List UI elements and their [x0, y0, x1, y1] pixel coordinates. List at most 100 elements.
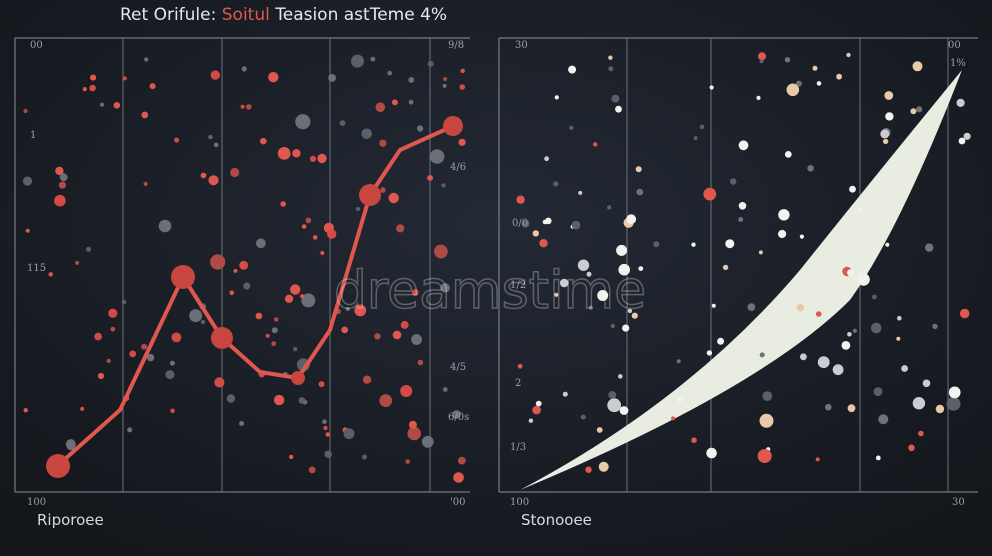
- dot: [141, 343, 148, 350]
- dot: [146, 353, 155, 362]
- dot: [458, 138, 466, 146]
- dot: [627, 308, 633, 314]
- dot: [312, 235, 318, 240]
- dot: [847, 332, 852, 337]
- dot: [532, 230, 539, 237]
- dot: [910, 108, 917, 115]
- dot: [608, 55, 613, 60]
- dot: [532, 405, 541, 415]
- dot: [626, 214, 637, 225]
- watermark: dreamstime: [334, 261, 646, 321]
- dot: [129, 350, 137, 358]
- dot: [277, 147, 291, 160]
- dot: [607, 398, 622, 413]
- dot: [571, 220, 581, 230]
- dot: [459, 84, 466, 90]
- dot: [229, 290, 234, 296]
- dot: [239, 421, 245, 426]
- dot: [246, 104, 252, 110]
- tick-label: 100: [27, 497, 46, 508]
- dot: [784, 151, 792, 158]
- dot: [562, 391, 568, 397]
- left-panel: 00 1 115 100 9/8 4/6 4/5 6/0s '00 Riporo…: [14, 37, 470, 529]
- dot: [706, 350, 713, 356]
- dot: [453, 472, 464, 483]
- dot: [588, 305, 593, 310]
- dot: [717, 337, 725, 345]
- dot: [882, 138, 889, 145]
- dot: [421, 435, 434, 448]
- dot: [521, 219, 530, 228]
- dot: [691, 437, 697, 444]
- dot: [441, 183, 446, 188]
- dot: [922, 379, 931, 388]
- dot: [616, 244, 628, 256]
- dot: [370, 56, 376, 62]
- dot: [106, 358, 111, 363]
- dot: [351, 54, 364, 68]
- dot: [762, 391, 773, 401]
- dot: [738, 140, 749, 151]
- dot: [200, 172, 207, 179]
- dot: [544, 156, 549, 162]
- tick-label: 115: [27, 263, 46, 274]
- dot: [327, 229, 337, 239]
- dot: [54, 194, 66, 207]
- dot: [935, 404, 945, 414]
- dot: [963, 132, 971, 140]
- dot: [956, 98, 965, 107]
- dot: [407, 426, 422, 441]
- dot: [553, 181, 559, 187]
- dot: [912, 397, 926, 410]
- dot: [169, 360, 175, 366]
- dot: [174, 137, 180, 143]
- dot: [171, 332, 182, 343]
- dot: [158, 219, 172, 233]
- dot: [293, 346, 298, 352]
- dot: [149, 83, 156, 90]
- tick-label: 0/0: [512, 218, 528, 229]
- dot: [912, 61, 923, 72]
- dot: [94, 332, 102, 341]
- dot: [408, 99, 414, 105]
- dot: [356, 206, 361, 212]
- dot: [872, 294, 877, 300]
- dot: [374, 333, 381, 340]
- dot: [918, 430, 924, 437]
- dot: [440, 283, 450, 293]
- dot: [636, 188, 644, 196]
- dot: [280, 201, 287, 207]
- dot: [758, 52, 766, 61]
- dot: [946, 396, 961, 411]
- dot: [361, 454, 367, 460]
- dot: [916, 106, 923, 113]
- dot: [58, 181, 66, 189]
- dot: [290, 284, 301, 295]
- tick-label: 00: [30, 40, 43, 51]
- dot: [836, 73, 842, 80]
- dot: [516, 195, 525, 204]
- dot: [97, 372, 105, 380]
- dot: [857, 207, 862, 212]
- dot: [143, 181, 148, 186]
- dot: [243, 282, 251, 290]
- dot: [405, 459, 411, 464]
- dot: [271, 341, 277, 347]
- dot: [320, 251, 325, 255]
- dot: [778, 229, 787, 239]
- dot: [309, 155, 317, 162]
- dot: [676, 359, 681, 364]
- dot: [255, 312, 263, 320]
- dot: [284, 294, 294, 303]
- dot: [317, 153, 327, 164]
- dot: [100, 102, 105, 107]
- dot: [852, 328, 858, 333]
- dot: [391, 99, 398, 106]
- dot: [554, 95, 559, 100]
- dot: [301, 293, 316, 308]
- dot: [545, 217, 552, 225]
- dot: [89, 84, 96, 92]
- dot: [75, 260, 80, 265]
- dot: [339, 120, 346, 126]
